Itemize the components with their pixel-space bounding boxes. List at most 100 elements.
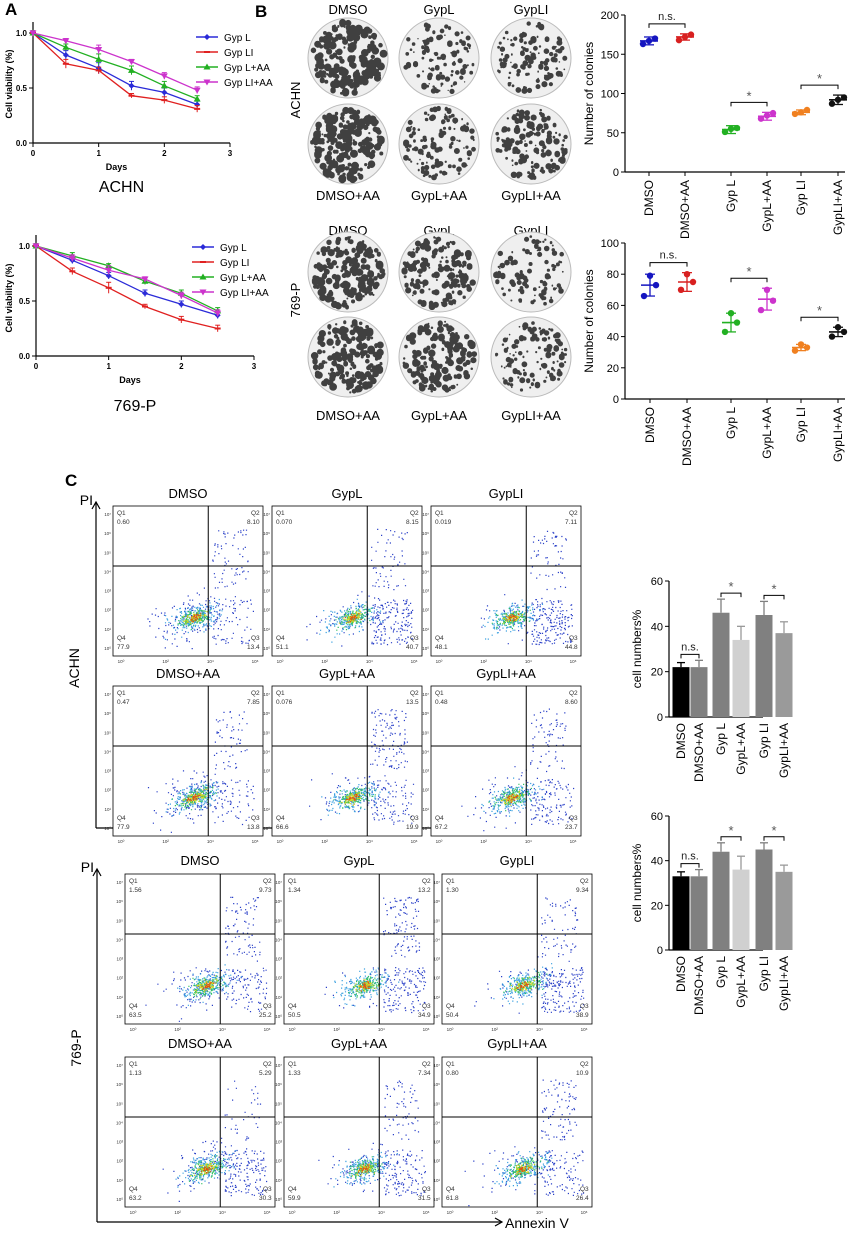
x-tick-label: GypL+AA: [760, 407, 774, 459]
colonies: [497, 21, 568, 94]
flow-y-tick: 10⁴: [275, 1120, 282, 1125]
quadrant-value: 23.7: [565, 824, 578, 831]
flow-y-tick: 10²: [275, 976, 282, 981]
quadrant-value: 1.34: [288, 887, 301, 894]
data-point: [199, 273, 207, 280]
data-point: [128, 66, 135, 73]
flow-y-tick: 10⁶: [104, 531, 111, 536]
x-tick-label: GypL+AA: [734, 956, 748, 1008]
data-point: [200, 261, 206, 263]
flow-x-tick: 10²: [491, 1210, 498, 1215]
event-dots: [474, 897, 585, 1014]
quadrant-name: Q1: [117, 510, 126, 517]
flow-y-tick: 10¹: [275, 1178, 282, 1183]
quadrant-name: Q3: [580, 1003, 589, 1010]
quadrant-value: 0.48: [435, 699, 448, 706]
flow-x-tick: 10⁴: [378, 1027, 385, 1032]
flow-y-tick: 10¹: [433, 995, 440, 1000]
data-point: [105, 272, 112, 279]
event-dots: [345, 793, 360, 801]
pi-axis-arrow: [92, 867, 102, 877]
flow-y-tick: 10⁴: [433, 937, 440, 942]
y-tick-label: 100: [601, 89, 619, 101]
data-point: [646, 272, 654, 279]
flow-y-tick: 10³: [104, 589, 111, 594]
legend-label: Gyp LI: [224, 48, 253, 59]
y-tick-label: 60: [651, 576, 663, 588]
flow-plot-frame: [283, 1056, 435, 1208]
y-tick-label: 20: [651, 667, 663, 679]
viability_achn-chart: 0.0 0.5 1.0 0 1 2 3 Days Cell viability (%) ACHN G…: [4, 22, 273, 196]
flow-y-tick: 10³: [433, 1140, 440, 1145]
plate-label: DMSO: [329, 2, 368, 17]
data-point: [791, 347, 799, 354]
flow-y-tick: 10¹: [263, 627, 270, 632]
quadrant-name: Q3: [410, 635, 419, 642]
flow-y-tick: 10¹: [116, 1178, 123, 1183]
quadrant-value: 26.4: [576, 1195, 589, 1202]
flow-y-tick: 10⁵: [433, 918, 440, 923]
cell-line-label: 769-P: [288, 283, 303, 318]
flow-x-tick: 10⁰: [118, 659, 125, 664]
data-point: [757, 306, 765, 314]
significance-bracket: [680, 863, 700, 868]
flow-y-tick: 10⁷: [104, 692, 111, 697]
event-dots: [482, 599, 544, 640]
data-point: [797, 109, 805, 116]
flow-x-tick: 10²: [162, 659, 169, 664]
data-point: [105, 267, 113, 274]
flow-x-tick: 10⁰: [447, 1210, 454, 1215]
data-point: [193, 87, 201, 94]
flow-x-tick: 10⁰: [277, 839, 284, 844]
data-point: [178, 301, 185, 308]
flow-plot-frame: [112, 685, 264, 837]
event-dots: [165, 781, 219, 817]
quadrant-name: Q3: [263, 1003, 272, 1010]
cell-line-label: ACHN: [288, 82, 303, 119]
flow-x-tick: 10⁰: [289, 1210, 296, 1215]
flow-plot-frame: [430, 505, 582, 657]
quadrant-value: 1.13: [129, 1070, 142, 1077]
quadrant-name: Q1: [435, 510, 444, 517]
quadrant-value: 8.60: [565, 699, 578, 706]
quadrant-name: Q4: [129, 1003, 138, 1010]
cell-line-label: ACHN: [66, 648, 82, 688]
data-point: [803, 344, 811, 351]
significance-bracket: [720, 592, 742, 598]
quadrant-value: 63.5: [129, 1012, 142, 1019]
flow-y-tick: 10²: [104, 788, 111, 793]
significance-bracket: [730, 101, 768, 107]
bar: [732, 639, 750, 717]
colonies: [495, 108, 568, 180]
flow-y-tick: 10³: [263, 769, 270, 774]
data-point: [193, 95, 201, 102]
event-dots: [502, 611, 523, 625]
quadrant-value: 30.3: [259, 1195, 272, 1202]
colony-grid-ACHN: DMSO GypL GypLI DMSO+AA GypL+AA GypLI+AA ACHN: [288, 2, 572, 203]
colonies: [310, 18, 388, 97]
flow-y-tick: 10³: [275, 1140, 282, 1145]
data-point: [32, 243, 40, 250]
y-tick-label: 0: [613, 167, 619, 179]
event-dots: [488, 783, 532, 812]
quadrant-name: Q4: [117, 635, 126, 642]
y-tick-label: 50: [607, 128, 619, 140]
data-point: [651, 35, 659, 42]
flow-x-tick: 10⁴: [366, 659, 373, 664]
data-point: [178, 318, 185, 321]
flow-y-tick: 10⁰: [422, 646, 429, 651]
significance-bracket: [763, 594, 785, 600]
panel-label-b: B: [255, 2, 267, 21]
event-dots: [506, 613, 520, 622]
flow-block-769-P: PI Annexin V 769-P DMSO 10⁰ 10¹ 10² 10³ 10⁴ 10⁵ 10…: [68, 853, 593, 1231]
flow-y-tick: 10²: [263, 608, 270, 613]
flow-y-tick: 10⁰: [422, 826, 429, 831]
flow-y-tick: 10⁷: [263, 692, 270, 697]
event-dots: [354, 979, 380, 993]
y-axis-title: Number of colonies: [582, 269, 596, 372]
x-tick-label: 2: [162, 149, 167, 158]
flow-y-tick: 10⁵: [422, 550, 429, 555]
data-point: [68, 255, 76, 262]
quadrant-value: 63.2: [129, 1195, 142, 1202]
